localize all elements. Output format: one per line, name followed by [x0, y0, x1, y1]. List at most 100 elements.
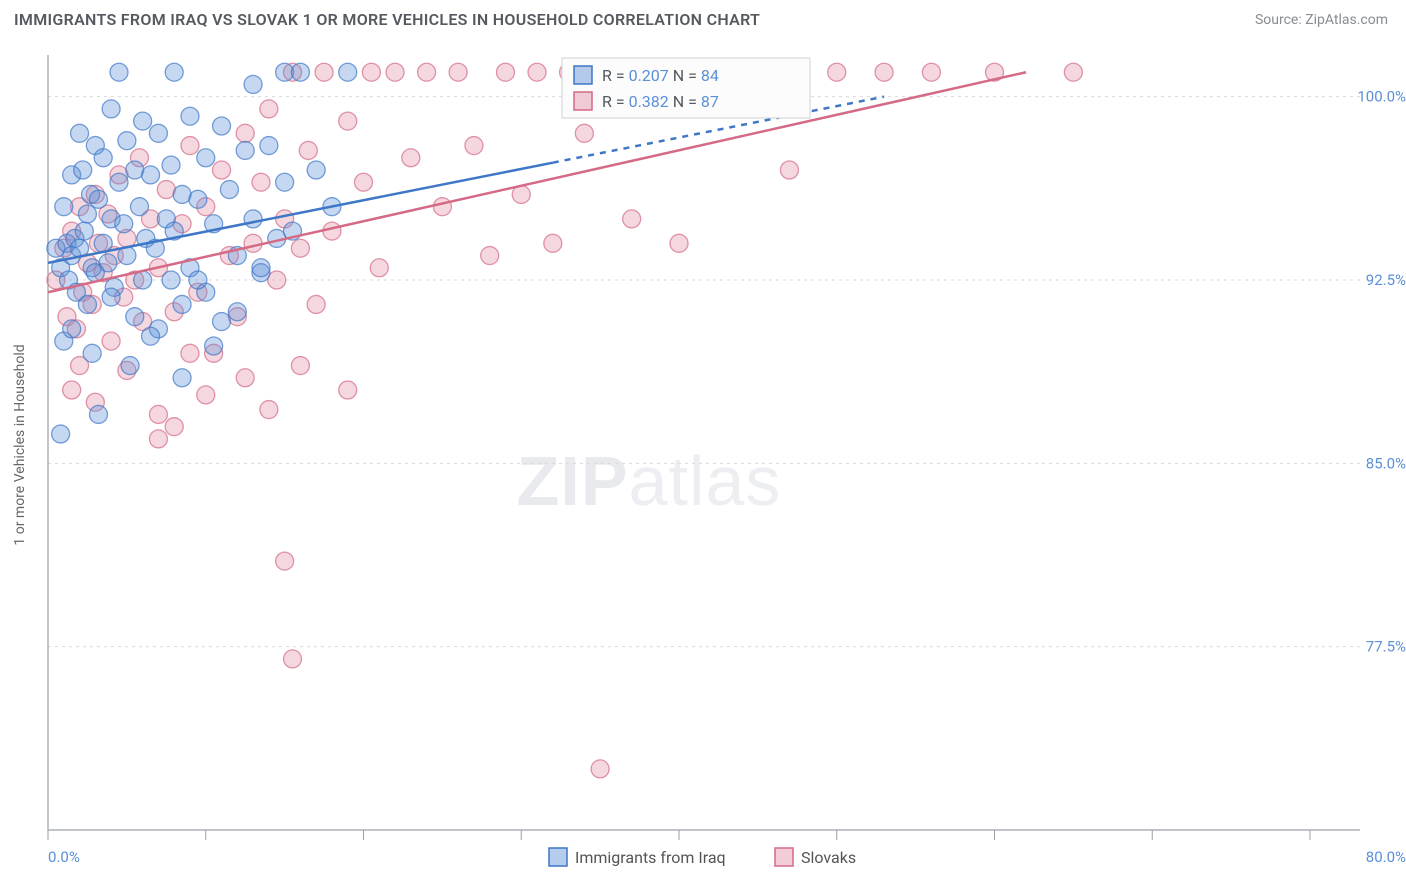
point-iraq [173, 369, 191, 387]
point-iraq [134, 112, 152, 130]
point-iraq [149, 124, 167, 142]
source-attribution: Source: ZipAtlas.com [1255, 12, 1388, 28]
point-slovaks [875, 63, 893, 81]
point-iraq [165, 63, 183, 81]
point-slovaks [149, 405, 167, 423]
x-min-label: 0.0% [48, 848, 80, 866]
point-slovaks [323, 222, 341, 240]
point-iraq [276, 173, 294, 191]
y-tick-label: 85.0% [1366, 454, 1406, 472]
legend-swatch-iraq [574, 66, 592, 84]
y-tick-label: 92.5% [1366, 271, 1406, 289]
point-slovaks [291, 357, 309, 375]
correlation-scatter-chart: ZIPatlas77.5%85.0%92.5%100.0%0.0%80.0%1 … [0, 40, 1406, 892]
y-tick-label: 77.5% [1366, 638, 1406, 656]
point-slovaks [355, 173, 373, 191]
point-slovaks [149, 430, 167, 448]
point-slovaks [181, 137, 199, 155]
point-iraq [110, 173, 128, 191]
x-max-label: 80.0% [1366, 848, 1406, 866]
point-iraq [260, 137, 278, 155]
point-slovaks [284, 650, 302, 668]
point-slovaks [828, 63, 846, 81]
point-iraq [162, 271, 180, 289]
point-iraq [102, 100, 120, 118]
trend-slovaks [48, 72, 1026, 292]
point-slovaks [315, 63, 333, 81]
point-slovaks [244, 234, 262, 252]
point-slovaks [236, 124, 254, 142]
point-slovaks [102, 332, 120, 350]
point-slovaks [213, 161, 231, 179]
point-iraq [78, 295, 96, 313]
point-iraq [205, 337, 223, 355]
point-iraq [252, 259, 270, 277]
footer-swatch [549, 848, 567, 866]
point-iraq [220, 181, 238, 199]
point-iraq [118, 132, 136, 150]
point-slovaks [260, 401, 278, 419]
point-slovaks [386, 63, 404, 81]
point-iraq [126, 308, 144, 326]
point-slovaks [197, 386, 215, 404]
point-slovaks [433, 198, 451, 216]
legend-r-slovaks: R = 0.382 N = 87 [602, 92, 719, 111]
point-slovaks [307, 295, 325, 313]
point-iraq [213, 313, 231, 331]
point-slovaks [418, 63, 436, 81]
point-slovaks [165, 418, 183, 436]
point-iraq [94, 149, 112, 167]
point-slovaks [465, 137, 483, 155]
point-slovaks [496, 63, 514, 81]
watermark: ZIPatlas [517, 442, 782, 520]
chart-container: ZIPatlas77.5%85.0%92.5%100.0%0.0%80.0%1 … [0, 40, 1406, 892]
point-slovaks [449, 63, 467, 81]
point-slovaks [291, 239, 309, 257]
point-iraq [83, 344, 101, 362]
point-slovaks [276, 552, 294, 570]
point-slovaks [544, 234, 562, 252]
point-iraq [89, 190, 107, 208]
point-iraq [102, 288, 120, 306]
point-slovaks [402, 149, 420, 167]
point-slovaks [63, 381, 81, 399]
point-iraq [189, 190, 207, 208]
footer-legend-label: Slovaks [801, 848, 856, 867]
point-slovaks [181, 344, 199, 362]
point-iraq [130, 198, 148, 216]
point-iraq [115, 215, 133, 233]
point-iraq [99, 254, 117, 272]
point-iraq [63, 320, 81, 338]
point-iraq [244, 210, 262, 228]
point-iraq [71, 124, 89, 142]
point-iraq [236, 141, 254, 159]
point-slovaks [528, 63, 546, 81]
point-iraq [181, 107, 199, 125]
point-iraq [142, 327, 160, 345]
point-iraq [134, 271, 152, 289]
point-slovaks [575, 124, 593, 142]
point-slovaks [362, 63, 380, 81]
point-iraq [213, 117, 231, 135]
point-iraq [74, 161, 92, 179]
point-slovaks [922, 63, 940, 81]
point-slovaks [260, 100, 278, 118]
point-slovaks [780, 161, 798, 179]
chart-title: IMMIGRANTS FROM IRAQ VS SLOVAK 1 OR MORE… [14, 10, 760, 29]
point-iraq [75, 222, 93, 240]
point-iraq [121, 357, 139, 375]
point-iraq [55, 198, 73, 216]
point-slovaks [299, 141, 317, 159]
point-iraq [228, 303, 246, 321]
point-iraq [89, 405, 107, 423]
point-slovaks [370, 259, 388, 277]
point-iraq [339, 63, 357, 81]
point-iraq [142, 166, 160, 184]
y-axis-title: 1 or more Vehicles in Household [12, 344, 28, 545]
point-slovaks [252, 173, 270, 191]
point-iraq [189, 271, 207, 289]
point-slovaks [670, 234, 688, 252]
point-iraq [162, 156, 180, 174]
point-slovaks [481, 247, 499, 265]
point-iraq [291, 63, 309, 81]
